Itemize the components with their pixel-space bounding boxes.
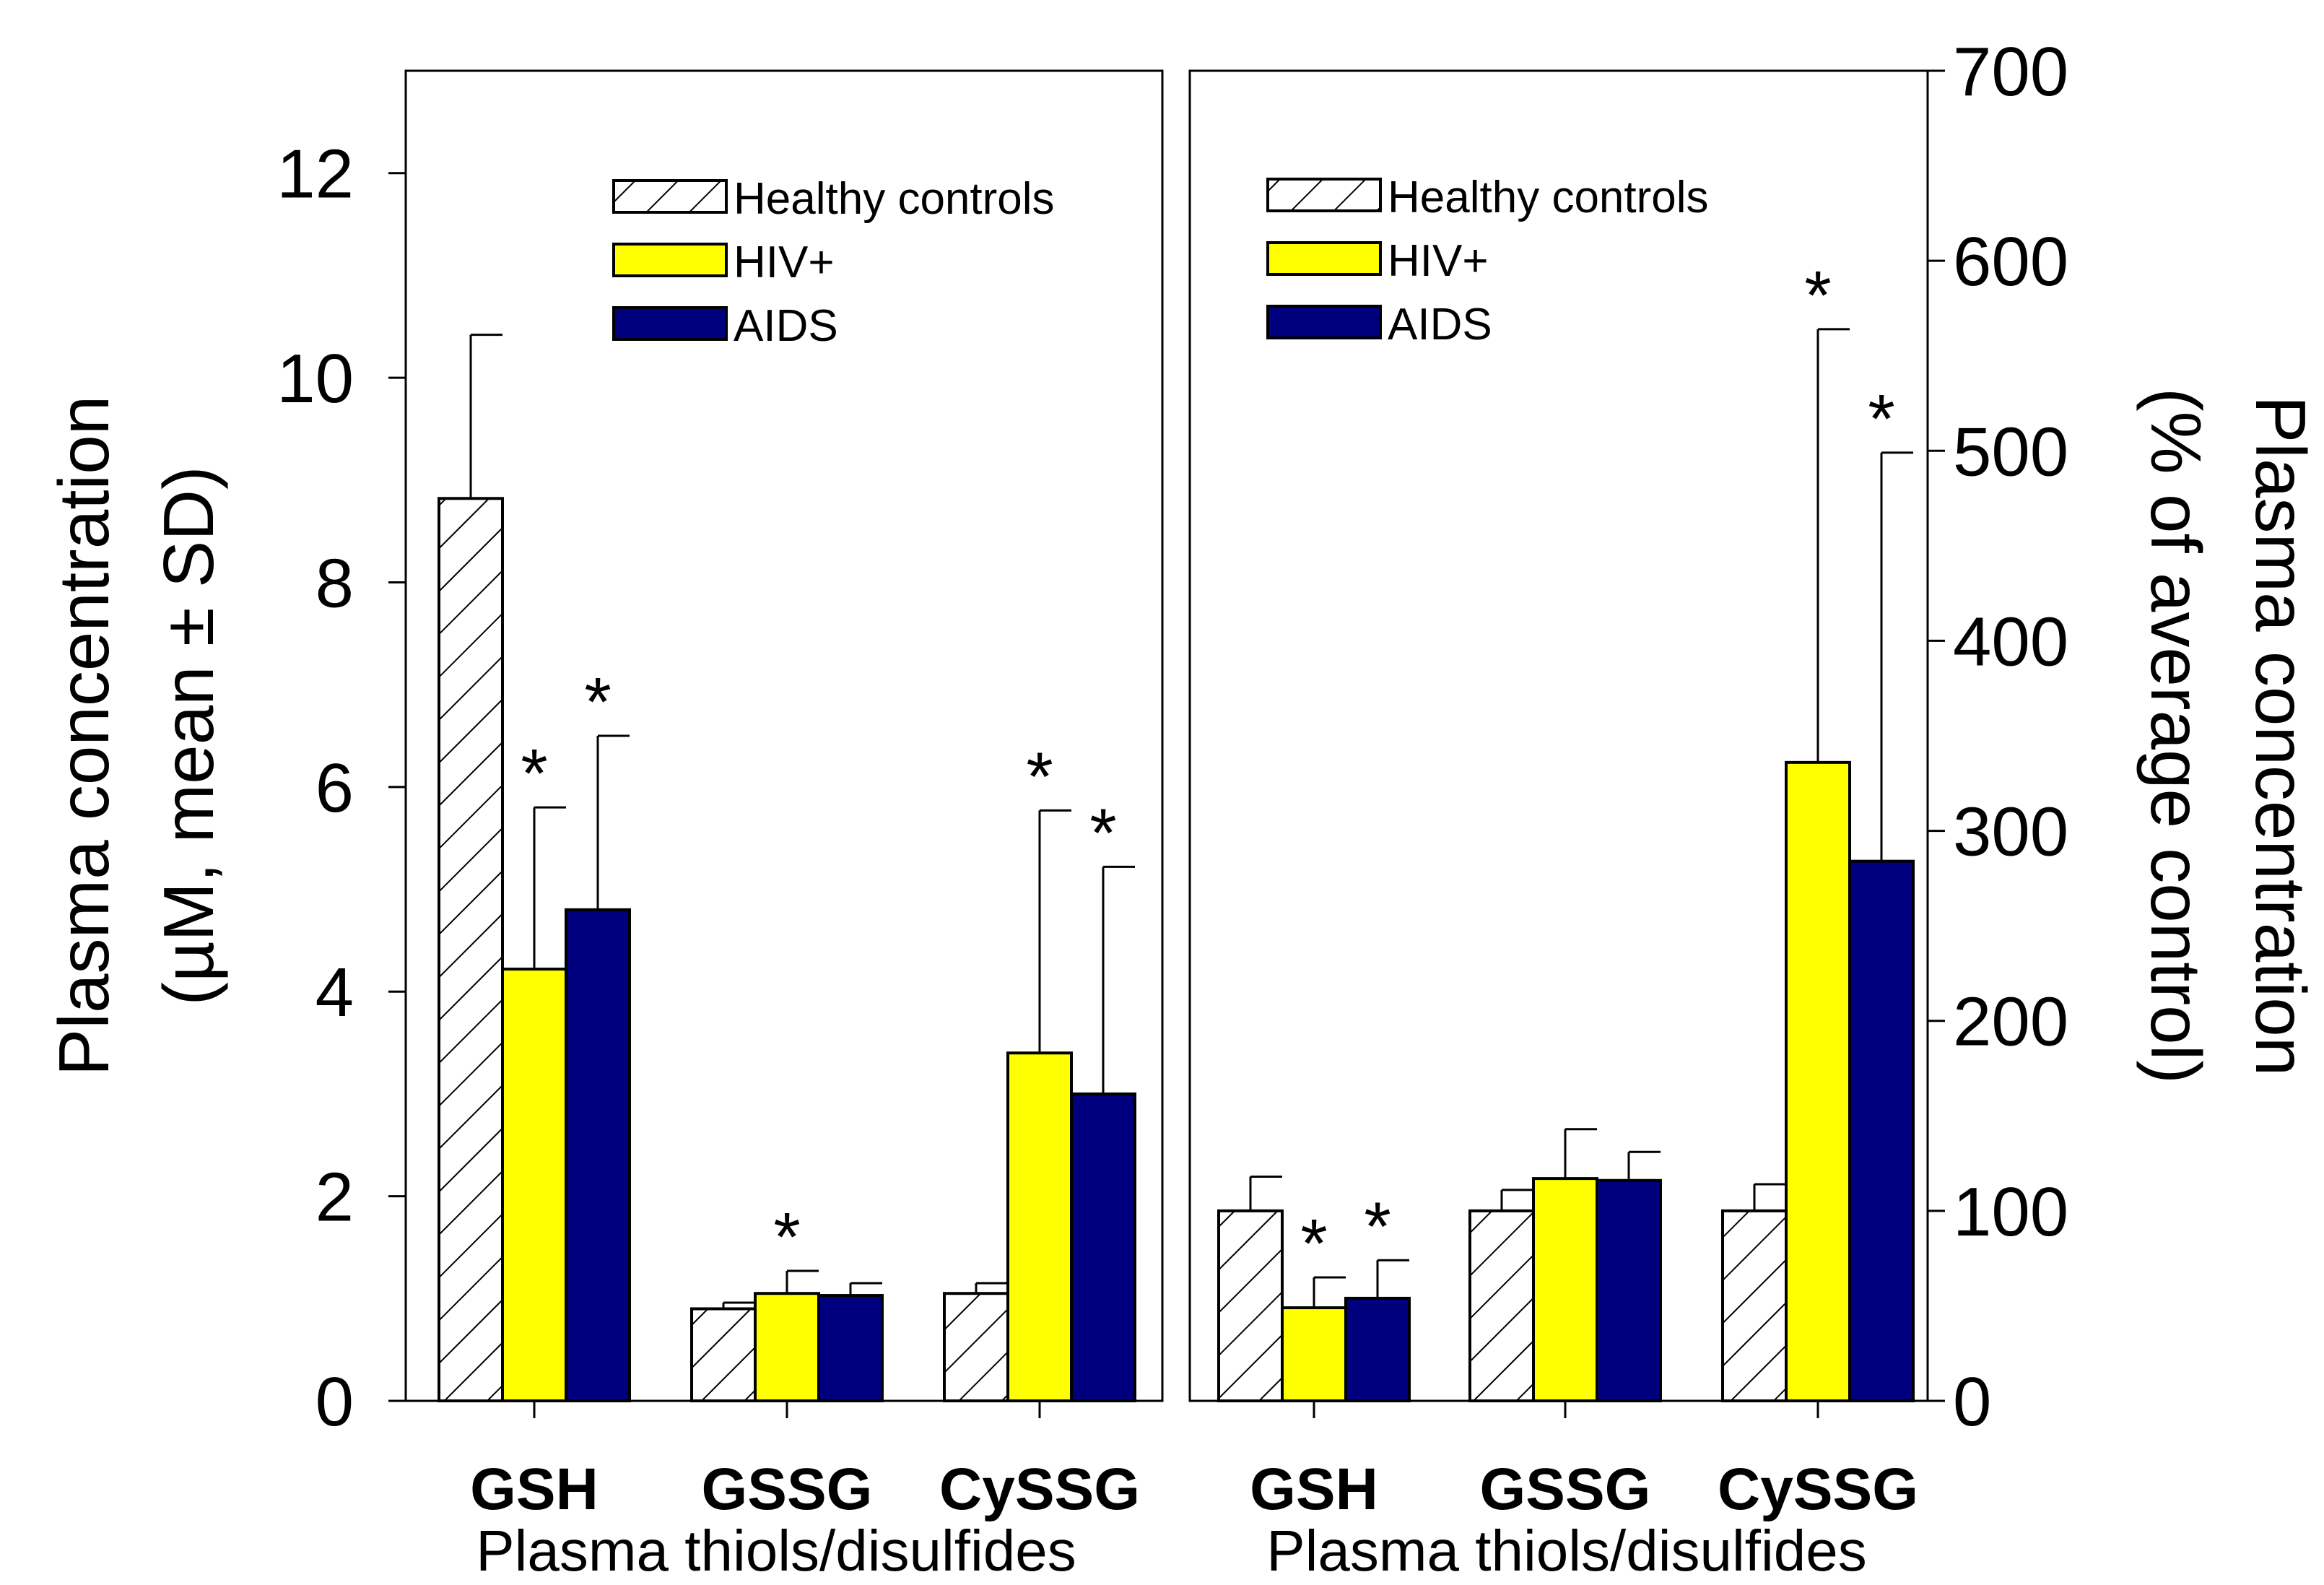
bar-aids-gsh <box>565 908 631 1402</box>
significance-star: * <box>1364 1188 1391 1265</box>
significance-star: * <box>1089 794 1116 872</box>
right-y-tick-label: 700 <box>1953 33 2068 110</box>
bar-hiv-gsh <box>501 968 567 1402</box>
bar-aids-gsh <box>1344 1296 1411 1402</box>
left-y-tick-label: 12 <box>277 136 354 213</box>
left-y-axis: 0 2 4 6 8 10 12 <box>277 136 406 1441</box>
legend-label-aids: AIDS <box>734 301 838 351</box>
significance-star: * <box>1868 381 1894 458</box>
right-y-axis: 0 100 200 300 400 500 600 700 <box>1928 33 2068 1441</box>
legend-item-hiv: HIV+ <box>612 238 835 287</box>
left-y-tick-label: 10 <box>277 340 354 417</box>
significance-star: * <box>584 664 611 741</box>
bar-hiv-gsh <box>1281 1306 1347 1403</box>
left-y-tick-label: 8 <box>315 544 354 622</box>
legend-swatch-healthy <box>1266 178 1382 212</box>
legend-item-aids: AIDS <box>612 301 838 351</box>
right-category-label: GSH <box>1250 1456 1378 1522</box>
left-category-label: CySSG <box>939 1456 1140 1522</box>
bar-healthy-cyssg <box>943 1292 1009 1402</box>
left-panel: 0 2 4 6 8 10 12 * * * * * GSH GSSG CySSG Plasma thio… <box>44 69 1164 1583</box>
legend-swatch-healthy <box>612 179 728 214</box>
bar-aids-cyssg <box>1070 1092 1136 1403</box>
legend-item-aids: AIDS <box>1266 300 1492 349</box>
left-category-label: GSH <box>470 1456 599 1522</box>
right-y-tick-label: 200 <box>1953 983 2068 1061</box>
right-category-label: GSSG <box>1480 1456 1651 1522</box>
bar-healthy-gsh <box>1217 1209 1284 1403</box>
left-x-axis-title: Plasma thiols/disulfides <box>476 1519 1076 1583</box>
legend-label-aids: AIDS <box>1388 300 1492 349</box>
right-y-tick-label: 300 <box>1953 794 2068 871</box>
right-category-labels: GSH GSSG CySSG <box>1250 1401 1918 1522</box>
left-y-axis-title-line2: (µM, mean ± SD) <box>149 466 228 1005</box>
legend-swatch-hiv <box>1266 241 1382 276</box>
bar-hiv-cyssg <box>1006 1051 1073 1402</box>
bar-hiv-gssg <box>754 1292 820 1402</box>
right-bars: * * * * <box>1217 257 1915 1403</box>
legend-label-healthy: Healthy controls <box>1388 173 1709 222</box>
bar-aids-gssg <box>1596 1178 1662 1402</box>
bar-healthy-gssg <box>690 1307 757 1403</box>
legend-item-healthy: Healthy controls <box>612 174 1055 224</box>
left-legend: Healthy controls HIV+ AIDS <box>612 174 1055 351</box>
right-legend: Healthy controls HIV+ AIDS <box>1266 173 1709 349</box>
legend-item-hiv: HIV+ <box>1266 236 1489 286</box>
bar-healthy-gssg <box>1468 1209 1535 1403</box>
significance-star: * <box>1300 1205 1327 1282</box>
right-y-tick-label: 600 <box>1953 223 2068 300</box>
right-y-axis-title-line1: Plasma concentration <box>2241 396 2320 1076</box>
bar-aids-gssg <box>817 1294 884 1402</box>
left-category-labels: GSH GSSG CySSG <box>470 1401 1140 1522</box>
left-y-axis-title-line1: Plasma concentration <box>44 396 123 1076</box>
significance-star: * <box>521 735 547 812</box>
right-y-tick-label: 0 <box>1953 1363 1991 1441</box>
right-y-axis-title-line2: (% of average control) <box>2136 388 2216 1084</box>
bar-healthy-cyssg <box>1721 1209 1788 1403</box>
legend-item-healthy: Healthy controls <box>1266 173 1709 222</box>
right-category-label: CySSG <box>1718 1456 1918 1522</box>
significance-star: * <box>1804 257 1831 334</box>
right-y-tick-label: 100 <box>1953 1173 2068 1251</box>
legend-label-hiv: HIV+ <box>1388 236 1489 286</box>
significance-star: * <box>1026 738 1053 815</box>
right-y-tick-label: 500 <box>1953 413 2068 490</box>
bar-healthy-gsh <box>438 497 504 1403</box>
right-panel: 0 100 200 300 400 500 600 700 * * * * GSH GSSG CySSG… <box>1188 33 2320 1583</box>
legend-label-healthy: Healthy controls <box>734 174 1055 224</box>
significance-star: * <box>773 1199 800 1276</box>
left-y-tick-label: 0 <box>315 1363 354 1441</box>
left-y-tick-label: 4 <box>315 954 354 1031</box>
left-bars: * * * * * <box>438 334 1136 1403</box>
left-y-tick-label: 2 <box>315 1159 354 1236</box>
legend-swatch-hiv <box>612 243 728 277</box>
bar-hiv-cyssg <box>1785 760 1851 1402</box>
legend-label-hiv: HIV+ <box>734 238 835 287</box>
bar-hiv-gssg <box>1532 1177 1598 1402</box>
right-x-axis-title: Plasma thiols/disulfides <box>1266 1519 1866 1583</box>
legend-swatch-aids <box>1266 305 1382 339</box>
legend-swatch-aids <box>612 306 728 341</box>
left-category-label: GSSG <box>702 1456 873 1522</box>
left-y-tick-label: 6 <box>315 750 354 827</box>
right-y-tick-label: 400 <box>1953 603 2068 680</box>
bar-aids-cyssg <box>1848 859 1915 1403</box>
